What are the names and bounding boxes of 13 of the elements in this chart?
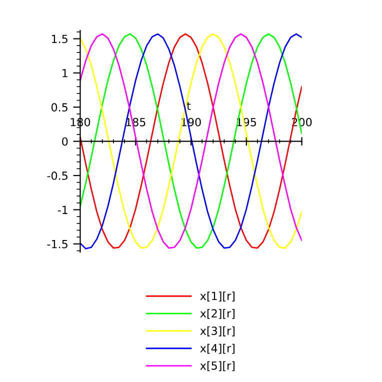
y-tick-label: 1.5 <box>52 34 68 44</box>
legend-label: x[4][r] <box>200 344 234 354</box>
x-axis-title: t <box>186 102 191 110</box>
y-tick-label: -1.5 <box>47 240 68 248</box>
legend-label: x[3][r] <box>200 326 234 336</box>
y-tick-label: -0.5 <box>47 172 68 180</box>
legend-label: x[1][r] <box>200 292 234 302</box>
y-tick-label: -1 <box>58 206 68 214</box>
legend-label: x[5][r] <box>200 361 234 372</box>
legend-label: x[2][r] <box>200 308 234 319</box>
y-tick-label: 0.5 <box>51 103 68 112</box>
y-tick-label: 1 <box>62 69 68 78</box>
y-tick-label: 0 <box>62 137 68 146</box>
